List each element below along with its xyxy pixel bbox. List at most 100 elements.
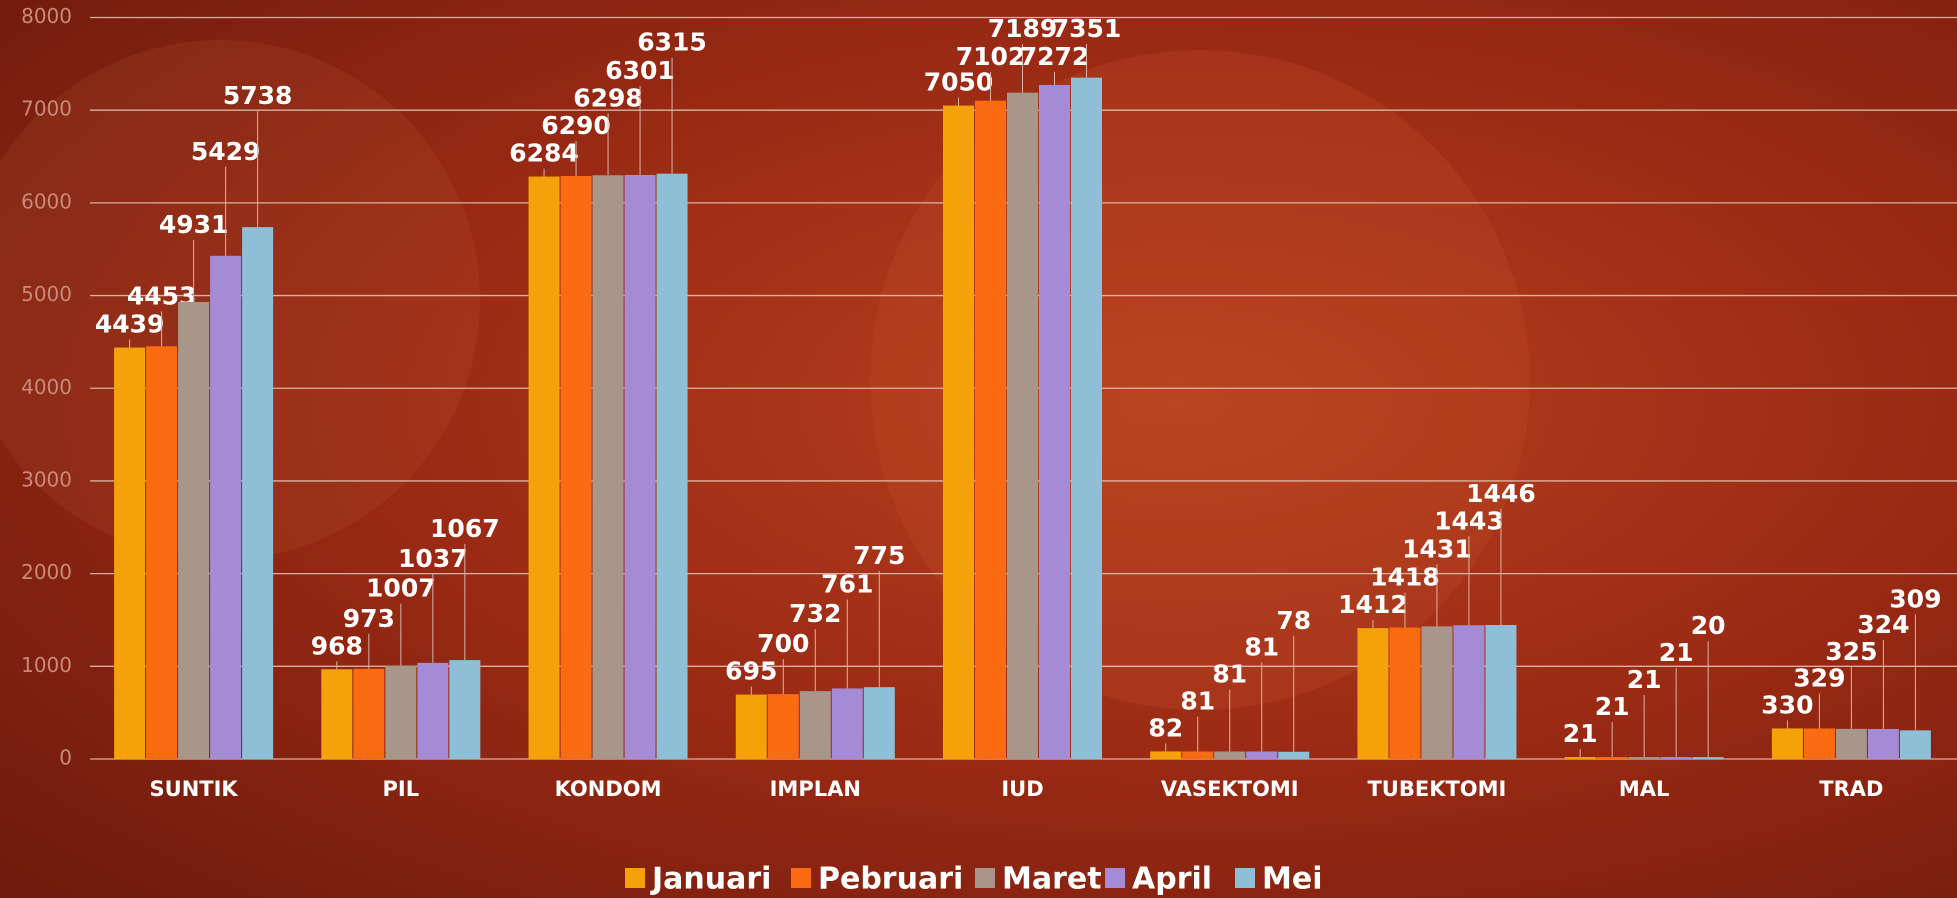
y-tick-label: 5000 [21, 282, 72, 306]
bar [593, 175, 624, 759]
bar [1804, 729, 1835, 759]
value-label: 325 [1825, 637, 1877, 666]
bar [1357, 628, 1388, 759]
value-label: 21 [1659, 638, 1694, 667]
bar [1453, 625, 1484, 759]
bar [1071, 78, 1102, 759]
legend-label: Pebruari [818, 862, 963, 897]
bar [1565, 757, 1596, 759]
value-label: 1446 [1466, 479, 1536, 508]
bar [1485, 625, 1516, 759]
bar [864, 687, 895, 759]
bar [1214, 751, 1245, 759]
value-label: 330 [1761, 690, 1813, 719]
bar [178, 302, 209, 759]
value-label: 1443 [1434, 506, 1504, 535]
value-label: 7189 [988, 14, 1058, 43]
value-label: 81 [1244, 632, 1279, 661]
bar [1150, 751, 1181, 759]
value-label: 6315 [637, 28, 707, 57]
y-tick-label: 3000 [21, 467, 72, 491]
value-label: 761 [821, 569, 873, 598]
bar [832, 688, 863, 759]
value-label: 968 [311, 631, 363, 660]
value-label: 1418 [1370, 563, 1440, 592]
bar [1389, 628, 1420, 759]
x-tick-label: PIL [383, 777, 420, 801]
bar [146, 346, 177, 759]
bar [1772, 728, 1803, 759]
value-label: 973 [343, 604, 395, 633]
bar [449, 660, 480, 759]
bar [736, 695, 767, 759]
bar [321, 669, 352, 759]
value-label: 695 [725, 657, 777, 686]
y-tick-label: 0 [59, 746, 72, 770]
bar [800, 691, 831, 759]
value-label: 81 [1212, 659, 1247, 688]
bar [1421, 626, 1452, 759]
y-tick-label: 8000 [21, 4, 72, 28]
value-label: 1431 [1402, 534, 1472, 563]
bar [529, 177, 560, 759]
x-tick-label: TRAD [1819, 777, 1883, 801]
x-tick-label: SUNTIK [150, 777, 239, 801]
legend-label: Mei [1262, 862, 1322, 897]
value-label: 7050 [924, 68, 994, 97]
legend-swatch [1105, 868, 1125, 888]
bar [1693, 757, 1724, 759]
legend-label: Maret [1002, 862, 1102, 897]
value-label: 78 [1276, 606, 1311, 635]
value-label: 700 [757, 629, 809, 658]
value-label: 81 [1180, 686, 1215, 715]
bar [561, 176, 592, 759]
bar [1278, 752, 1309, 759]
legend-swatch [625, 868, 645, 888]
bar [385, 666, 416, 759]
legend-label: April [1132, 862, 1212, 897]
bar [114, 348, 145, 759]
bar [1182, 751, 1213, 759]
value-label: 309 [1889, 584, 1941, 613]
value-label: 21 [1563, 719, 1598, 748]
value-label: 1007 [366, 574, 436, 603]
page: 0 1000 2000 3000 4000 5000 6000 7000 8000 SUNTIK 4… [0, 0, 1957, 898]
bar [1629, 757, 1660, 759]
value-label: 6290 [541, 111, 611, 140]
y-tick-label: 6000 [21, 189, 72, 213]
value-label: 7272 [1020, 42, 1090, 71]
bar [417, 663, 448, 759]
bar [1836, 729, 1867, 759]
bar [242, 227, 273, 759]
value-label: 6284 [509, 139, 579, 168]
legend-swatch [1235, 868, 1255, 888]
value-label: 6301 [605, 56, 675, 85]
bar [943, 106, 974, 759]
bar [210, 256, 241, 759]
value-label: 5738 [223, 81, 293, 110]
bar [657, 174, 688, 759]
legend-swatch [791, 868, 811, 888]
x-tick-label: KONDOM [555, 777, 662, 801]
bar [975, 101, 1006, 759]
value-label: 732 [789, 599, 841, 628]
value-label: 1412 [1338, 590, 1408, 619]
value-label: 775 [853, 541, 905, 570]
chart: 0 1000 2000 3000 4000 5000 6000 7000 8000 SUNTIK 4… [0, 0, 1957, 898]
value-label: 4439 [95, 310, 165, 339]
x-tick-label: TUBEKTOMI [1367, 777, 1506, 801]
y-tick-label: 2000 [21, 560, 72, 584]
y-tick-label: 7000 [21, 97, 72, 121]
y-tick-label: 4000 [21, 375, 72, 399]
value-label: 4931 [159, 210, 229, 239]
bar [353, 669, 384, 759]
value-label: 21 [1627, 665, 1662, 694]
bar [768, 694, 799, 759]
y-tick-label: 1000 [21, 653, 72, 677]
legend-swatch [975, 868, 995, 888]
value-label: 20 [1691, 611, 1726, 640]
bar [1246, 751, 1277, 759]
bar [1868, 729, 1899, 759]
value-label: 21 [1595, 692, 1630, 721]
value-label: 1067 [430, 514, 500, 543]
